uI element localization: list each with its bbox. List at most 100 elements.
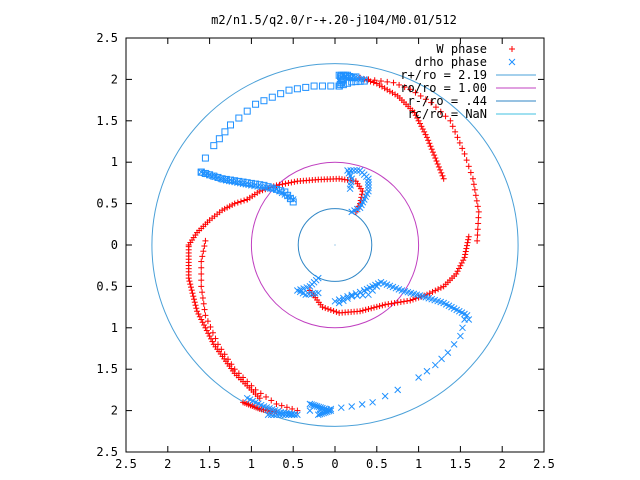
- w-phase-point: [392, 91, 399, 98]
- w-phase-point: [442, 113, 449, 120]
- drho-phase-point: [344, 295, 351, 302]
- w-phase-point: [396, 81, 403, 88]
- w-phase-point: [462, 248, 469, 255]
- w-phase-point: [390, 79, 397, 86]
- w-phase-point: [426, 140, 433, 147]
- drho-phase-point: [360, 76, 368, 83]
- w-phase-point: [467, 169, 474, 176]
- w-phase-point: [241, 197, 248, 204]
- w-phase-point: [285, 180, 292, 187]
- w-phase-point: [330, 307, 337, 314]
- drho-phase-point: [288, 411, 295, 419]
- w-phase-point: [401, 84, 408, 91]
- drho-phase-point: [264, 411, 272, 419]
- w-phase-point: [452, 128, 459, 135]
- drho-phase-point: [319, 404, 326, 412]
- y-tick-label: 0.5: [96, 197, 118, 211]
- w-phase-point: [415, 117, 422, 124]
- w-phase-point: [204, 318, 211, 325]
- drho-phase-point: [369, 398, 376, 406]
- drho-phase-square-point: [268, 93, 276, 101]
- y-tick-label: 0.5: [96, 279, 118, 293]
- origin-dot: [334, 244, 336, 246]
- drho-phase-point: [337, 404, 345, 412]
- w-phase-point: [358, 191, 365, 198]
- w-phase-point: [391, 300, 398, 307]
- w-phase-point: [203, 327, 210, 334]
- y-tick-label: 2.5: [96, 31, 118, 45]
- w-phase-point: [423, 134, 430, 141]
- drho-phase-point: [318, 410, 326, 417]
- w-phase-point: [471, 186, 478, 193]
- drho-phase-point: [365, 184, 372, 192]
- w-phase-point: [469, 175, 476, 182]
- w-phase-point: [237, 198, 244, 205]
- w-phase-point: [202, 324, 209, 331]
- drho-phase-point: [365, 175, 372, 183]
- w-phase-point: [473, 197, 480, 204]
- drho-phase-square-point: [215, 135, 223, 143]
- w-phase-point: [456, 139, 463, 146]
- drho-phase-square-point: [247, 179, 255, 187]
- drho-phase-point: [313, 402, 321, 410]
- w-phase-point: [268, 397, 275, 404]
- x-tick-label: 0.5: [366, 457, 388, 471]
- w-phase-point: [384, 86, 391, 93]
- drho-phase-square-point: [243, 179, 251, 187]
- legend-label: rc/ro = NaN: [408, 107, 487, 121]
- drho-phase-point: [394, 386, 402, 394]
- drho-phase-square-point: [243, 107, 251, 115]
- drho-phase-square-point: [227, 121, 234, 129]
- w-phase-point: [362, 306, 369, 313]
- w-phase-point: [278, 402, 285, 409]
- w-phase-point: [422, 96, 429, 103]
- drho-phase-square-point: [310, 82, 318, 90]
- drho-phase-point: [353, 292, 361, 300]
- drho-phase-point: [340, 297, 347, 305]
- w-phase-point: [371, 304, 378, 311]
- reference-circle: [297, 208, 373, 282]
- w-phase-point: [370, 79, 377, 86]
- w-phase-point: [199, 319, 206, 326]
- drho-phase-square-point: [360, 77, 368, 85]
- w-phase-point: [279, 181, 286, 188]
- drho-phase-square-point: [210, 142, 218, 150]
- w-phase-point: [209, 329, 216, 336]
- drho-phase-point: [314, 411, 322, 419]
- x-tick-label: 0: [331, 457, 338, 471]
- y-tick-label: 2.5: [96, 445, 118, 459]
- w-phase-point: [282, 180, 289, 187]
- x-tick-label: 1.5: [199, 457, 221, 471]
- w-phase-point: [198, 277, 205, 284]
- drho-phase-point: [438, 355, 445, 363]
- drho-phase-square-point: [256, 181, 264, 189]
- w-phase-point: [385, 301, 392, 308]
- drho-phase-square-point: [268, 184, 276, 192]
- reference-circle: [250, 161, 420, 329]
- w-phase-point: [464, 239, 471, 246]
- drho-phase-square-point: [201, 154, 209, 162]
- drho-phase-point: [320, 409, 328, 417]
- drho-phase-point: [314, 289, 322, 297]
- w-phase-point: [475, 220, 482, 227]
- drho-phase-square-point: [206, 171, 214, 179]
- w-phase-point: [428, 146, 435, 153]
- w-phase-point: [465, 233, 472, 240]
- drho-phase-point: [323, 408, 331, 416]
- drho-phase-square-point: [264, 183, 272, 191]
- drho-phase-point: [348, 208, 356, 216]
- drho-phase-point: [327, 407, 335, 414]
- w-phase-point: [432, 104, 439, 111]
- w-phase-point: [200, 248, 207, 255]
- drho-phase-square-point: [348, 78, 356, 86]
- w-phase-point: [201, 306, 208, 313]
- w-phase-point: [221, 205, 228, 212]
- w-phase-point: [428, 99, 435, 106]
- w-phase-point: [407, 86, 414, 93]
- w-phase-point: [440, 175, 447, 182]
- w-phase-point: [454, 134, 461, 141]
- w-phase-point: [418, 123, 425, 130]
- w-phase-point: [263, 393, 270, 400]
- w-phase-point: [435, 163, 442, 170]
- w-phase-point: [229, 201, 236, 208]
